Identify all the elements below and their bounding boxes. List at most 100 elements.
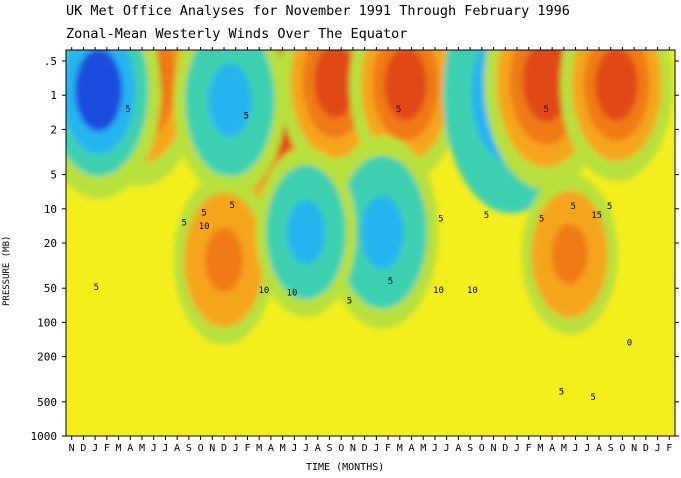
contour-label: 5	[607, 202, 612, 212]
x-tick-label: D	[362, 443, 368, 454]
y-tick-label: 1000	[31, 430, 58, 443]
x-tick-label: J	[584, 443, 590, 454]
x-tick-label: F	[104, 443, 110, 454]
contour-label: 15	[591, 211, 602, 221]
x-tick-label: J	[432, 443, 438, 454]
y-tick-label: 50	[44, 282, 57, 295]
x-tick-label: M	[537, 443, 543, 454]
x-tick-label: A	[127, 443, 133, 454]
x-tick-label: F	[666, 443, 672, 454]
y-tick-label: 2	[50, 123, 57, 136]
x-tick-label: N	[631, 443, 637, 454]
x-tick-label: M	[420, 443, 426, 454]
contour-label: 10	[287, 289, 298, 299]
wind-field	[66, 50, 673, 345]
x-tick-label: D	[80, 443, 86, 454]
y-tick-label: 20	[44, 237, 57, 250]
contour-label: 5	[201, 209, 206, 219]
westerly-contour	[595, 50, 638, 121]
contour-label: 5	[230, 201, 235, 211]
x-tick-label: N	[350, 443, 356, 454]
x-tick-label: J	[573, 443, 579, 454]
westerly-contour	[551, 223, 588, 285]
x-tick-label: N	[491, 443, 497, 454]
x-tick-label: A	[549, 443, 555, 454]
x-tick-label: O	[619, 443, 625, 454]
y-tick-label: 5	[50, 169, 57, 182]
x-tick-label: A	[596, 443, 602, 454]
westerly-contour	[522, 50, 570, 123]
x-tick-label: A	[408, 443, 414, 454]
contour-label: 5	[244, 111, 249, 121]
x-tick-label: F	[526, 443, 532, 454]
y-tick-label: 100	[37, 316, 57, 329]
contour-label: 5	[181, 218, 186, 228]
x-tick-label: M	[280, 443, 286, 454]
easterly-contour	[360, 195, 404, 269]
x-tick-label: J	[303, 443, 309, 454]
contour-label: 10	[467, 286, 478, 296]
x-tick-label: J	[233, 443, 239, 454]
westerly-contour	[205, 227, 244, 292]
contour-label: 5	[347, 296, 352, 306]
x-tick-label: M	[561, 443, 567, 454]
easterly-contour	[287, 199, 326, 264]
contour-label: 5	[438, 215, 443, 225]
x-tick-label: A	[268, 443, 274, 454]
y-tick-label: .5	[44, 55, 57, 68]
x-tick-label: S	[186, 443, 192, 454]
x-tick-label: O	[338, 443, 344, 454]
chart-subtitle: Zonal-Mean Westerly Winds Over The Equat…	[66, 26, 408, 42]
y-tick-label: 1	[50, 89, 57, 102]
contour-label: 5	[559, 387, 564, 397]
x-tick-label: F	[244, 443, 250, 454]
contour-label: 10	[258, 286, 269, 296]
contour-label: 5	[539, 215, 544, 225]
x-tick-label: D	[502, 443, 508, 454]
contour-label: 5	[544, 105, 549, 115]
y-tick-label: 10	[44, 203, 57, 216]
contour-label: 10	[199, 222, 210, 232]
x-tick-label: M	[397, 443, 403, 454]
chart-title: UK Met Office Analyses for November 1991…	[66, 3, 570, 19]
contour-label: 5	[125, 105, 130, 115]
contour-label: 5	[388, 277, 393, 287]
x-tick-label: J	[655, 443, 661, 454]
x-tick-label: A	[455, 443, 461, 454]
x-tick-label: M	[139, 443, 145, 454]
x-tick-label: M	[116, 443, 122, 454]
x-tick-label: J	[92, 443, 98, 454]
x-tick-label: N	[69, 443, 75, 454]
y-tick-label: 500	[37, 396, 57, 409]
contour-label: 0	[627, 339, 632, 349]
contour-label: 10	[433, 286, 444, 296]
x-tick-label: S	[326, 443, 332, 454]
x-tick-label: O	[479, 443, 485, 454]
x-tick-label: J	[162, 443, 168, 454]
x-tick-label: O	[198, 443, 204, 454]
contour-label: 5	[396, 105, 401, 115]
x-tick-label: D	[643, 443, 649, 454]
x-tick-label: J	[444, 443, 450, 454]
x-tick-label: A	[315, 443, 321, 454]
contour-label: 5	[484, 211, 489, 221]
x-tick-label: J	[514, 443, 520, 454]
x-tick-label: J	[291, 443, 297, 454]
x-tick-label: F	[385, 443, 391, 454]
x-tick-label: M	[256, 443, 262, 454]
y-tick-label: 200	[37, 351, 57, 364]
x-axis-title: TIME (MONTHS)	[306, 462, 385, 473]
contour-label: 5	[571, 202, 576, 212]
x-tick-label: N	[209, 443, 215, 454]
x-tick-label: J	[373, 443, 379, 454]
easterly-contour	[208, 63, 252, 137]
x-tick-label: S	[608, 443, 614, 454]
easterly-contour	[75, 50, 123, 131]
x-tick-label: J	[151, 443, 157, 454]
contour-label: 5	[590, 393, 595, 403]
x-tick-label: D	[221, 443, 227, 454]
contour-label: 5	[94, 283, 99, 293]
x-tick-label: S	[467, 443, 473, 454]
westerly-contour	[384, 50, 427, 121]
